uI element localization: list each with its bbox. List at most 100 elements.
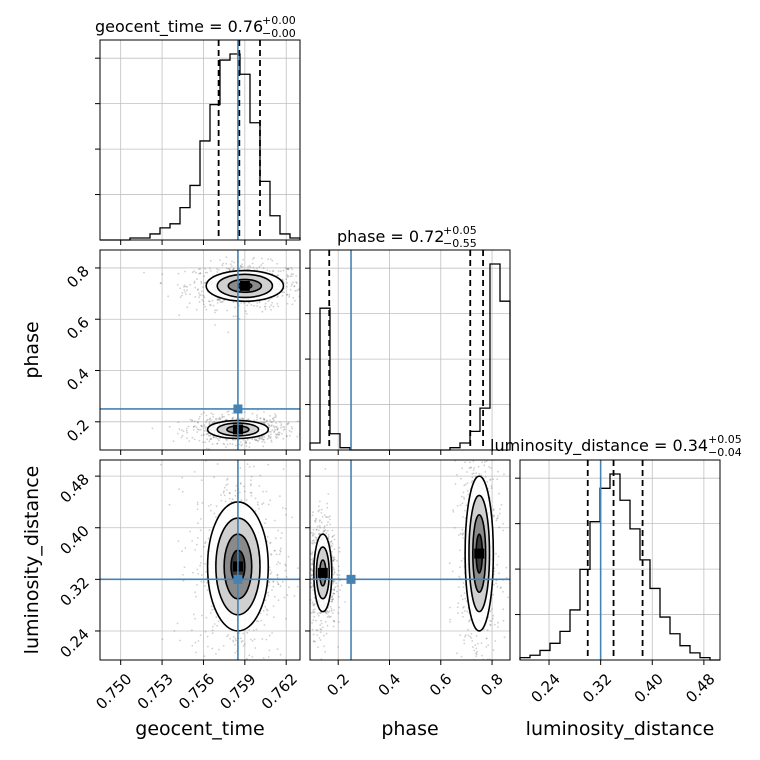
sample-point bbox=[260, 421, 263, 423]
sample-point bbox=[191, 629, 193, 632]
sample-point bbox=[201, 298, 204, 301]
sample-point bbox=[234, 643, 236, 646]
sample-point bbox=[211, 629, 214, 632]
sample-point bbox=[200, 413, 203, 416]
sample-point bbox=[306, 292, 308, 294]
sample-point bbox=[209, 612, 212, 614]
sample-point bbox=[276, 428, 279, 431]
sample-point bbox=[311, 514, 314, 517]
sample-point bbox=[331, 598, 333, 601]
sample-point bbox=[270, 433, 272, 435]
truth-marker bbox=[233, 574, 243, 584]
sample-point bbox=[289, 275, 292, 278]
sample-point bbox=[317, 533, 320, 535]
sample-point bbox=[200, 424, 203, 427]
sample-point bbox=[478, 442, 480, 444]
sample-point bbox=[196, 501, 199, 504]
y-tick-label: 0.48 bbox=[56, 470, 92, 506]
sample-point bbox=[246, 304, 249, 307]
sample-point bbox=[273, 430, 276, 432]
sample-point bbox=[256, 416, 258, 419]
sample-point bbox=[333, 589, 336, 592]
sample-point bbox=[242, 258, 245, 261]
sample-point bbox=[285, 576, 288, 578]
sample-point bbox=[195, 651, 197, 654]
sample-point bbox=[232, 268, 234, 271]
sample-point bbox=[458, 586, 460, 588]
sample-point bbox=[332, 559, 335, 562]
sample-point bbox=[284, 267, 287, 269]
sample-point bbox=[240, 444, 243, 447]
sample-point bbox=[467, 428, 469, 430]
sample-point bbox=[203, 411, 206, 414]
sample-point bbox=[209, 417, 212, 419]
sample-point bbox=[203, 429, 206, 432]
panel-frame bbox=[99, 39, 301, 241]
sample-point bbox=[333, 609, 335, 611]
sample-point bbox=[332, 567, 335, 569]
sample-point bbox=[238, 317, 241, 320]
sample-point bbox=[512, 653, 514, 655]
sample-point bbox=[302, 579, 304, 581]
sample-point bbox=[457, 602, 460, 605]
sample-point bbox=[331, 612, 334, 614]
sample-point bbox=[459, 532, 462, 535]
sample-point bbox=[328, 610, 331, 613]
sample-point bbox=[502, 619, 505, 622]
sample-point bbox=[267, 591, 269, 594]
sample-point bbox=[286, 594, 289, 596]
sample-point bbox=[228, 269, 231, 272]
sample-point bbox=[338, 574, 341, 576]
sample-point bbox=[242, 418, 245, 420]
sample-point bbox=[312, 535, 314, 537]
sample-point bbox=[312, 528, 315, 531]
sample-point bbox=[331, 598, 334, 601]
sample-point bbox=[313, 520, 316, 522]
sample-point bbox=[344, 601, 346, 603]
sample-point bbox=[186, 437, 188, 439]
sample-point bbox=[467, 493, 470, 496]
sample-point bbox=[327, 521, 329, 524]
histogram-phase bbox=[305, 249, 511, 455]
title-plus: +0.00 bbox=[262, 14, 296, 27]
sample-point bbox=[241, 417, 243, 420]
sample-point bbox=[307, 586, 309, 588]
sample-point bbox=[310, 568, 312, 571]
sample-point bbox=[269, 415, 271, 417]
sample-point bbox=[196, 428, 199, 431]
sample-point bbox=[259, 306, 261, 309]
sample-point bbox=[269, 435, 272, 438]
sample-point bbox=[304, 276, 306, 278]
sample-point bbox=[286, 274, 289, 276]
sample-point bbox=[315, 537, 318, 539]
sample-point bbox=[311, 562, 314, 565]
sample-point bbox=[245, 442, 247, 444]
sample-point bbox=[276, 274, 278, 277]
sample-point bbox=[276, 648, 279, 650]
sample-point bbox=[500, 586, 502, 589]
sample-point bbox=[460, 495, 463, 498]
sample-point bbox=[279, 495, 281, 498]
sample-point bbox=[475, 655, 478, 658]
sample-point bbox=[234, 489, 237, 492]
sample-point bbox=[279, 421, 281, 423]
sample-point bbox=[232, 301, 235, 304]
sample-point bbox=[282, 468, 285, 470]
sample-point bbox=[333, 580, 336, 583]
sample-point bbox=[333, 568, 335, 571]
sample-point bbox=[461, 533, 464, 536]
sample-point bbox=[282, 429, 285, 431]
sample-point bbox=[313, 615, 316, 618]
sample-point bbox=[195, 426, 198, 429]
sample-point bbox=[277, 305, 279, 308]
sample-point bbox=[192, 426, 195, 428]
sample-point bbox=[493, 570, 496, 573]
sample-point bbox=[194, 296, 197, 298]
sample-point bbox=[218, 416, 221, 419]
sample-point bbox=[263, 411, 265, 413]
sample-point bbox=[214, 311, 216, 314]
sample-point bbox=[327, 536, 330, 538]
sample-point bbox=[308, 569, 310, 571]
sample-point bbox=[251, 262, 254, 265]
sample-point bbox=[268, 424, 271, 426]
